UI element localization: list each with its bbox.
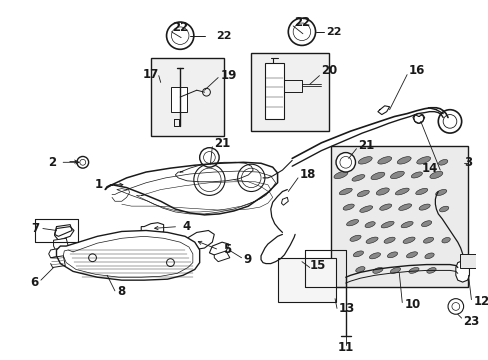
Ellipse shape [377,157,391,164]
Ellipse shape [441,238,449,243]
Ellipse shape [372,267,382,273]
Polygon shape [57,230,199,280]
Text: 11: 11 [337,341,353,354]
Text: 22: 22 [172,21,188,35]
Ellipse shape [339,188,351,195]
Ellipse shape [435,189,446,195]
Polygon shape [49,248,62,258]
Text: 22: 22 [325,27,341,37]
Ellipse shape [349,235,360,241]
Ellipse shape [439,206,448,212]
Ellipse shape [368,253,380,259]
Bar [330,146,467,287]
Ellipse shape [386,252,397,258]
Polygon shape [264,63,284,120]
Ellipse shape [364,222,374,228]
Text: →: → [69,157,77,167]
Text: 3: 3 [464,156,472,169]
Text: 23: 23 [463,315,479,328]
Text: 13: 13 [338,302,354,315]
Text: 8: 8 [117,285,125,298]
Text: 14: 14 [421,162,437,175]
Text: 4: 4 [182,220,190,233]
Ellipse shape [416,157,430,164]
Ellipse shape [424,253,433,258]
Text: 9: 9 [243,253,251,266]
Polygon shape [54,238,68,250]
Ellipse shape [353,251,363,257]
Text: 18: 18 [299,168,316,181]
Ellipse shape [355,267,364,272]
Text: 22: 22 [216,31,231,41]
Text: 12: 12 [472,295,488,308]
Ellipse shape [338,157,352,164]
Ellipse shape [402,237,414,243]
Polygon shape [171,87,186,112]
Text: 7: 7 [31,222,39,235]
Text: 1: 1 [95,178,103,191]
Polygon shape [141,223,163,237]
Ellipse shape [366,237,377,243]
Ellipse shape [333,171,347,179]
Circle shape [437,110,461,133]
Ellipse shape [381,221,393,228]
Polygon shape [214,251,229,262]
Bar [459,254,478,269]
Text: 6: 6 [31,276,39,289]
Circle shape [447,299,463,314]
Text: 5: 5 [223,243,231,256]
Polygon shape [455,261,468,282]
Text: 2: 2 [48,156,57,169]
Ellipse shape [410,172,422,178]
Ellipse shape [426,267,435,273]
Text: 22: 22 [294,15,310,28]
Text: 21: 21 [214,137,230,150]
Ellipse shape [418,204,429,210]
Polygon shape [209,242,228,256]
Bar [151,58,224,136]
Circle shape [199,148,219,167]
Ellipse shape [376,188,388,195]
Ellipse shape [423,237,433,243]
Ellipse shape [389,267,400,273]
Polygon shape [55,226,74,240]
Text: 15: 15 [309,259,325,272]
Ellipse shape [346,220,358,226]
Ellipse shape [394,188,408,195]
Ellipse shape [421,221,431,226]
Bar [251,53,328,131]
Ellipse shape [358,157,371,164]
Ellipse shape [415,188,427,195]
Ellipse shape [383,237,394,243]
Ellipse shape [400,221,412,228]
Ellipse shape [406,252,417,258]
Ellipse shape [438,159,447,165]
Ellipse shape [357,190,368,197]
Ellipse shape [351,175,364,181]
Ellipse shape [429,171,442,179]
Ellipse shape [379,204,391,210]
Text: 21: 21 [358,139,374,152]
Ellipse shape [389,171,404,179]
Text: 17: 17 [142,68,159,81]
Text: 20: 20 [321,64,337,77]
Polygon shape [179,230,214,250]
Ellipse shape [396,157,410,164]
Bar [277,258,335,302]
Ellipse shape [408,267,418,273]
Ellipse shape [370,172,384,180]
Circle shape [335,153,355,172]
Text: 10: 10 [404,298,420,311]
Text: 19: 19 [221,69,237,82]
Ellipse shape [398,204,411,210]
Text: 16: 16 [408,64,425,77]
Ellipse shape [343,204,353,210]
Ellipse shape [359,206,372,212]
